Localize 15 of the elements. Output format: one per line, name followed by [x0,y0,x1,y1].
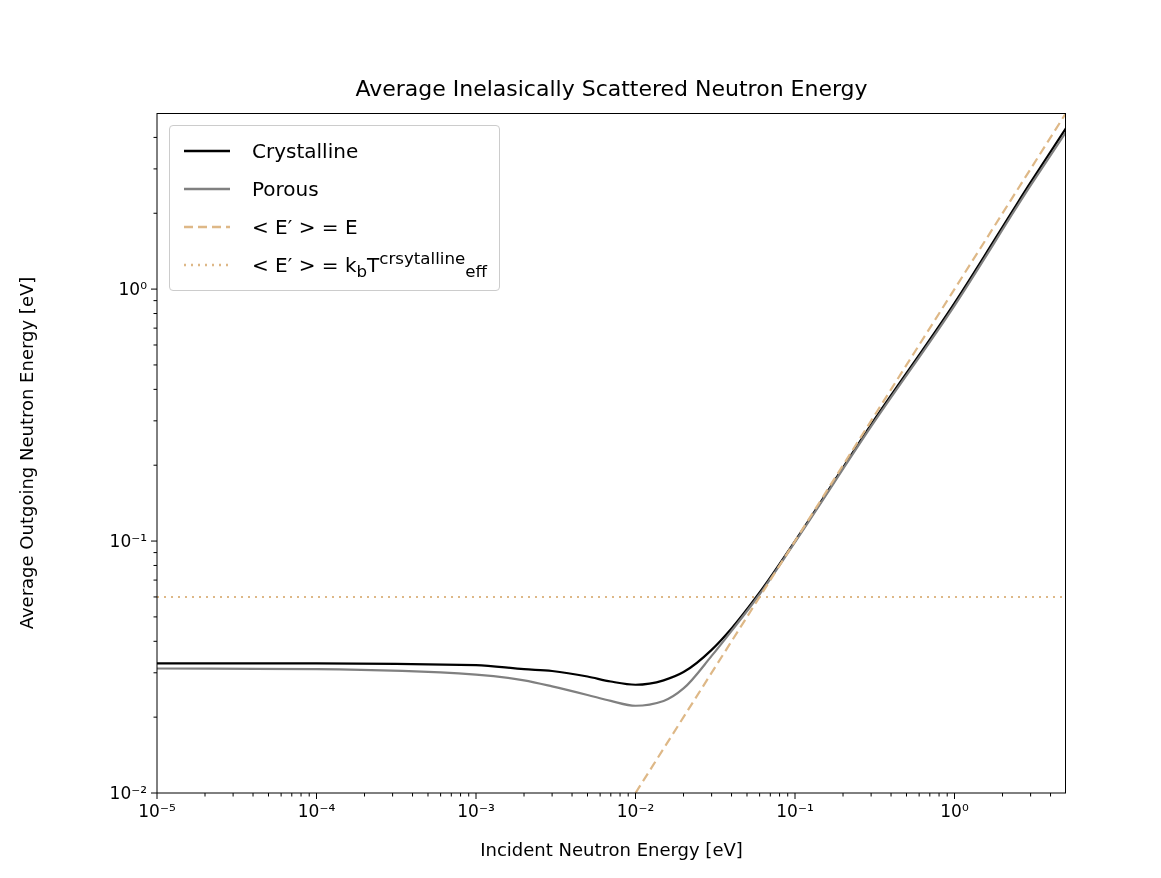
legend-label: Porous [252,177,319,201]
y-tick-label: 10⁰ [118,279,148,300]
legend-label: Crystalline [252,139,359,163]
x-tick-label: 10⁻² [616,801,655,821]
x-tick-label: 10⁻³ [457,801,495,821]
legend-label: < E′ > = E [252,215,358,239]
chart-title: Average Inelasically Scattered Neutron Energy [354,76,869,101]
x-tick-label: 10⁻⁴ [297,801,336,821]
x-tick-label: 10⁰ [940,801,969,821]
x-tick-label: 10⁻⁵ [138,801,176,821]
y-tick-label: 10⁻² [109,783,147,803]
y-axis-title: Average Outgoing Neutron Energy [eV] [16,276,38,630]
x-axis-title: Incident Neutron Energy [eV] [480,839,743,860]
y-tick-label: 10⁻¹ [109,531,147,552]
x-tick-label: 10⁻¹ [776,801,814,821]
